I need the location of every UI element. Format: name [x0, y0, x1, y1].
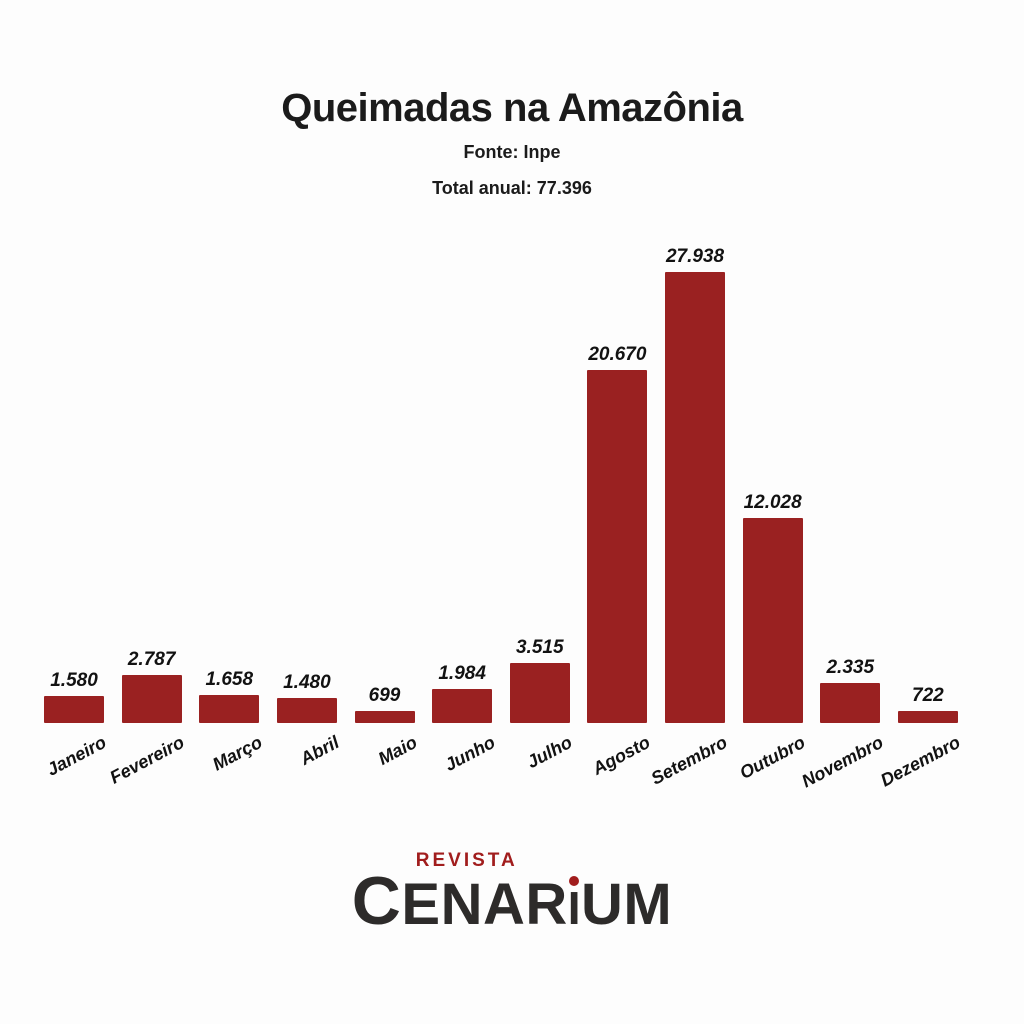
month-label: Maio — [374, 732, 421, 769]
month-label: Julho — [523, 732, 576, 773]
bar-column-abril: 1.480 Abril — [276, 246, 343, 769]
value-label: 2.787 — [127, 649, 176, 670]
revista-cenarium-logo: REVISTA CENARI UM — [352, 848, 672, 937]
bar-column-outubro: 12.028 Outubro — [736, 246, 808, 783]
chart-source: Fonte: Inpe — [463, 142, 561, 162]
logo-red-dot-icon — [569, 876, 580, 886]
bar-column-junho: 1.984 Junho — [432, 246, 498, 775]
month-label: Abril — [297, 732, 343, 769]
bar — [199, 695, 260, 723]
value-label: 1.984 — [438, 663, 486, 684]
month-label: Outubro — [736, 732, 809, 783]
bar — [897, 711, 958, 723]
bar — [432, 689, 493, 723]
bar-column-julho: 3.515 Julho — [509, 246, 576, 772]
month-label: Dezembro — [877, 732, 964, 791]
month-label: Fevereiro — [106, 732, 188, 788]
month-label: Setembro — [648, 732, 731, 789]
bar-column-janeiro: 1.580 Janeiro — [44, 246, 110, 780]
bar-column-novembro: 2.335 Novembro — [798, 246, 886, 791]
month-label: Novembro — [798, 732, 887, 792]
value-label: 1.480 — [283, 672, 331, 693]
bar-column-março: 1.658 Março — [199, 246, 265, 775]
bar-chart: 1.580 Janeiro 2.787 Fevereiro 1.658 Março 1.48… — [44, 246, 964, 791]
bar — [44, 696, 104, 723]
logo-letter-c: C — [351, 863, 402, 939]
bar-column-agosto: 20.670 Agosto — [587, 246, 653, 779]
month-label: Março — [208, 732, 266, 775]
bar — [509, 663, 570, 723]
logo-letter-i: I — [568, 876, 581, 932]
value-label: 2.335 — [826, 657, 875, 678]
chart-title: Queimadas na Amazônia — [281, 86, 743, 130]
month-label: Junho — [440, 732, 498, 776]
month-label: Janeiro — [43, 732, 110, 780]
logo-revista-text: REVISTA — [415, 850, 518, 871]
value-label: 27.938 — [665, 246, 725, 267]
bar — [665, 272, 725, 723]
value-label: 20.670 — [588, 344, 647, 365]
value-label: 1.658 — [205, 669, 254, 690]
value-label: 3.515 — [515, 637, 564, 658]
footer: REVISTA CENARI UM — [0, 848, 1024, 937]
value-label: 722 — [912, 685, 944, 706]
value-label: 12.028 — [743, 492, 802, 513]
chart-header: Queimadas na Amazônia Fonte: Inpe Total … — [0, 86, 1024, 199]
logo-letters-enar: ENAR — [401, 872, 568, 937]
bar — [276, 698, 337, 723]
logo-letters-um: UM — [581, 872, 673, 937]
bar-column-setembro: 27.938 Setembro — [648, 246, 731, 789]
bar — [587, 370, 648, 723]
chart-total-annual: Total anual: 77.396 — [432, 178, 592, 198]
bar-column-maio: 699 Maio — [354, 246, 420, 769]
bar — [121, 675, 182, 723]
bar — [742, 518, 803, 723]
month-label: Agosto — [589, 732, 654, 779]
bar-column-fevereiro: 2.787 Fevereiro — [106, 246, 187, 788]
bar — [820, 683, 881, 723]
logo-cenarium-text: CENARI UM — [351, 863, 673, 939]
value-label: 1.580 — [50, 670, 98, 691]
bar-column-dezembro: 722 Dezembro — [877, 246, 963, 791]
bar — [354, 711, 415, 723]
value-label: 699 — [368, 685, 401, 706]
